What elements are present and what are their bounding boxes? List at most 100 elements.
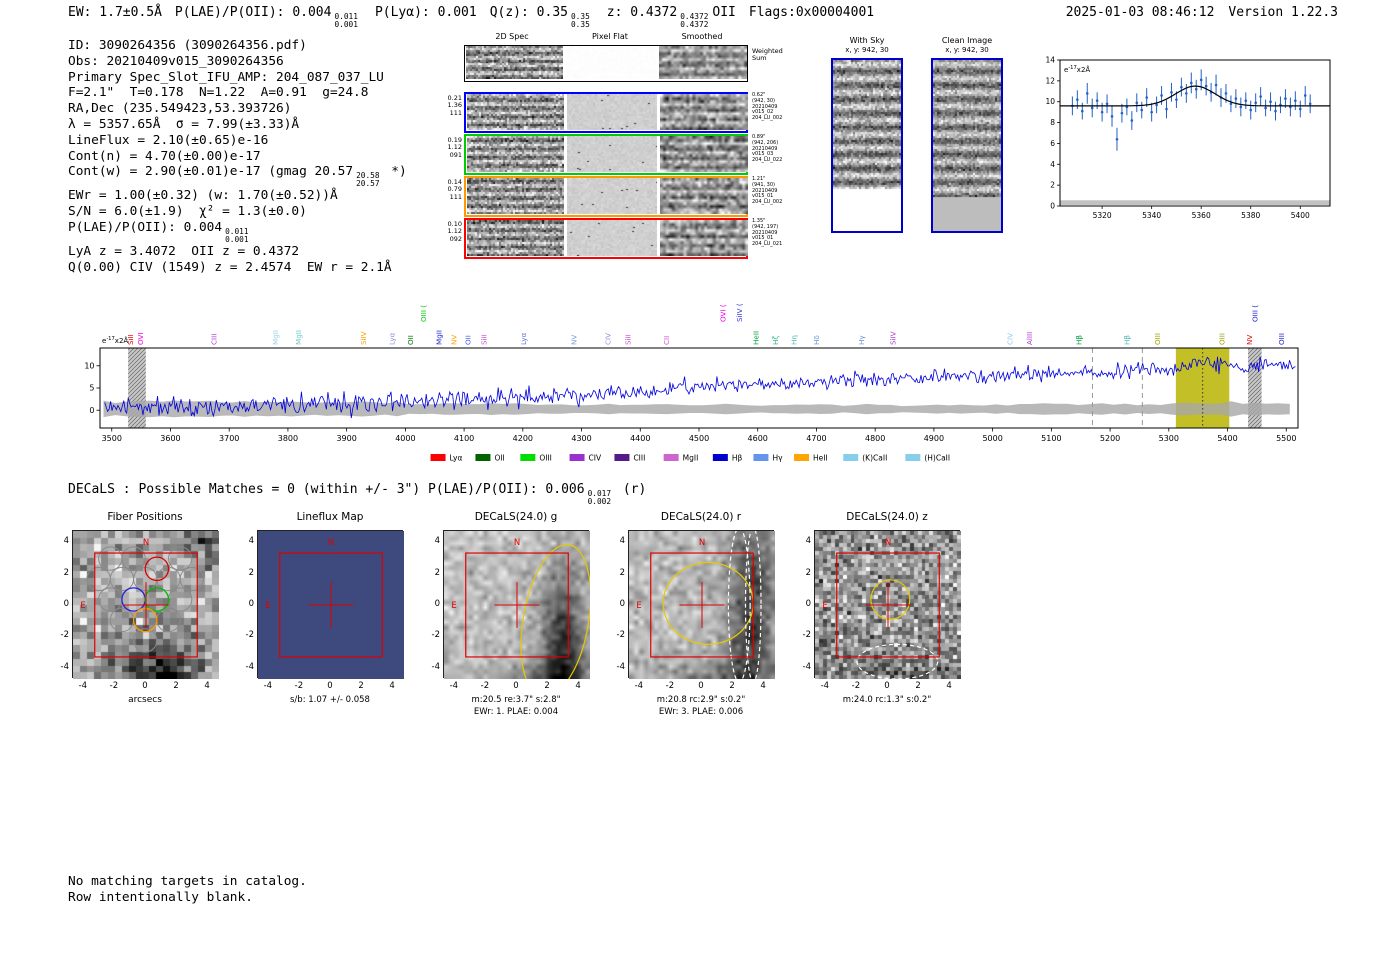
weight-value: 0.19 [447, 136, 462, 144]
decals-match-line: DECaLS : Possible Matches = 0 (within +/… [68, 482, 646, 506]
panel-overlay: NE [265, 538, 383, 658]
spec2d-image [466, 46, 563, 79]
svg-text:Lyα: Lyα [387, 332, 396, 345]
panel-xtick-label: 0 [327, 681, 333, 691]
svg-text:10: 10 [1045, 97, 1055, 106]
meta-line: 204_LU_021 [752, 241, 783, 248]
svg-text:SiII: SiII [623, 334, 632, 345]
svg-text:2: 2 [1050, 181, 1055, 190]
meta-line: (942, 197) [752, 223, 779, 230]
info-line-9: EWr = 1.00(±0.32) (w: 1.70(±0.52))Å [68, 188, 407, 204]
info-uncertainty: 0.011 0.001 [225, 227, 248, 244]
svg-text:5340: 5340 [1142, 211, 1161, 220]
svg-text:MgII: MgII [294, 330, 303, 345]
svg-text:5380: 5380 [1241, 211, 1260, 220]
sky-panel-with-sky [831, 58, 903, 233]
info-text: EWr = 1.00(±0.32) (w: 1.70(±0.52))Å [68, 188, 338, 204]
legend-swatch [753, 454, 769, 461]
smoothed-image [660, 178, 748, 214]
panel-title-3: DECaLS(24.0) r [660, 511, 742, 523]
info-text: Obs: 20210409v015_3090264356 [68, 53, 284, 69]
panel-caption: EWr: 3. PLAE: 0.006 [658, 707, 744, 717]
panel-ytick-label: 4 [619, 536, 625, 547]
panel-caption: m:24.0 rc:1.3" s:0.2" [842, 695, 932, 705]
panel-xtick-label: -2 [480, 681, 490, 691]
svg-text:3900: 3900 [336, 434, 356, 443]
info-hi: 20.58 [356, 171, 380, 181]
svg-text:3800: 3800 [278, 434, 298, 443]
spectrum-error-band [103, 400, 1290, 418]
info-text: Cont(w) = 2.90(±0.01)e-17 (gmag 20.57 [68, 164, 354, 180]
north-label: N [328, 538, 334, 548]
catalog-footer: No matching targets in catalog. Row inten… [68, 874, 307, 906]
pixel-flat-image [567, 94, 657, 130]
plae-hi: 0.011 [334, 12, 358, 21]
svg-text:5100: 5100 [1041, 434, 1061, 443]
spec2d-image [467, 220, 564, 256]
legend-label: OII [494, 454, 504, 463]
svg-text:Hβ: Hβ [1123, 335, 1132, 345]
svg-text:SiIV: SiIV [888, 331, 897, 345]
svg-text:AlIII: AlIII [1025, 332, 1034, 345]
svg-text:5200: 5200 [1100, 434, 1120, 443]
z-line-type: OII [712, 5, 736, 20]
info-text: LineFlux = 2.10(±0.65)e-16 [68, 132, 269, 148]
panel-ytick-label: 4 [248, 536, 254, 547]
panel-xtick-label: 4 [575, 681, 581, 691]
spectrum-line [104, 356, 1296, 419]
meta-line: 1.35" [752, 218, 766, 224]
legend-swatch [663, 454, 679, 461]
meta-line: v015_01 [752, 193, 774, 200]
svg-text:Hβ: Hβ [1075, 335, 1084, 345]
panel-xtick-label: -4 [820, 681, 830, 691]
legend-label: CIII [633, 454, 645, 463]
sky-panel-image [933, 60, 1001, 231]
svg-text:4400: 4400 [630, 434, 650, 443]
panel-xtick-label: -4 [78, 681, 88, 691]
sky-panel-coords: x, y: 942, 30 [845, 46, 889, 54]
east-label: E [451, 601, 456, 611]
panel-caption: EWr: 1. PLAE: 0.004 [473, 707, 559, 717]
flags-value: Flags:0x00004001 [748, 5, 875, 20]
svg-text:12: 12 [1045, 76, 1055, 85]
meta-line: Sum [752, 54, 767, 63]
info-line-2: Primary Spec_Slot_IFU_AMP: 204_087_037_L… [68, 70, 407, 86]
panel-xtick-label: -2 [294, 681, 304, 691]
info-line-12: LyA z = 3.4072 OII z = 0.4372 [68, 244, 407, 260]
decals-uncertainty: 0.017 0.002 [588, 490, 611, 506]
qz-main: Q(z): 0.35 [489, 5, 568, 20]
svg-text:OIII: OIII [1153, 333, 1162, 345]
fiber-circles [86, 546, 204, 653]
legend-swatch [794, 454, 810, 461]
panel-ytick-label: 0 [248, 599, 254, 609]
report-datetime: 2025-01-03 08:46:12 [1065, 5, 1215, 20]
panel-caption: m:20.5 re:3.7" s:2.8" [471, 695, 561, 705]
meta-line: v015_01 [752, 235, 774, 242]
cutout-row-1 [464, 92, 748, 133]
smoothed-image [660, 136, 748, 172]
panel-xtick-label: -4 [634, 681, 644, 691]
target-info-block: ID: 3090264356 (3090264356.pdf) Obs: 2021… [68, 38, 407, 276]
legend-swatch [430, 454, 446, 461]
qz-uncertainty: 0.35 0.35 [571, 13, 590, 29]
panel-xtick-label: 4 [760, 681, 766, 691]
svg-text:NV: NV [450, 335, 459, 345]
legend-label: MgII [683, 454, 699, 463]
header-stats-line: EW: 1.7±0.5Å P(LAE)/P(OII): 0.004 0.011 0.0… [68, 5, 887, 29]
svg-text:Hγ: Hγ [857, 335, 866, 345]
info-line-6: LineFlux = 2.10(±0.65)e-16 [68, 133, 407, 149]
meta-line: 0.62" [752, 92, 766, 98]
panel-overlay: NE [80, 538, 204, 658]
legend-swatch [520, 454, 536, 461]
north-label: N [514, 538, 520, 548]
meta-line: 1.21" [752, 176, 766, 182]
cutout-row-4 [464, 218, 748, 259]
panel-xtick-label: 4 [389, 681, 395, 691]
meta-line: 204_LU_022 [752, 157, 783, 164]
svg-text:SiIV (: SiIV ( [735, 303, 744, 322]
svg-text:5300: 5300 [1159, 434, 1179, 443]
svg-text:MgII: MgII [271, 330, 280, 345]
zoom-gaussian-fit [1060, 85, 1330, 107]
info-text: Q(0.00) CIV (1549) z = 2.4574 EW r = 2.1… [68, 259, 392, 275]
svg-text:NV: NV [569, 335, 578, 345]
